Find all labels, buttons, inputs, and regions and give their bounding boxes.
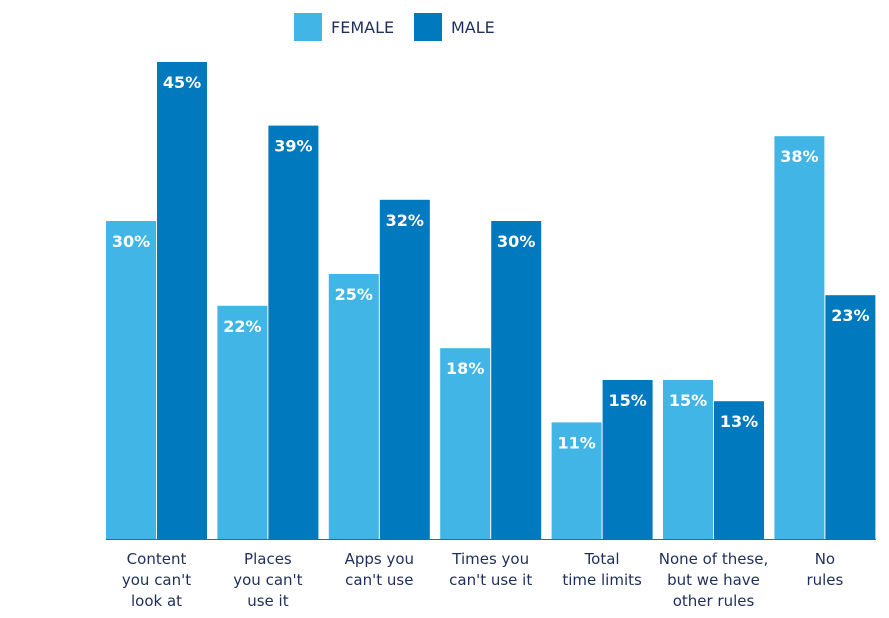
bar-male-6 (825, 295, 876, 539)
bar-male-2 (379, 199, 430, 540)
category-label: can't use (345, 571, 413, 589)
category-label: but we have (667, 571, 760, 589)
bar-female-5 (663, 380, 713, 539)
bar-male-0 (157, 62, 207, 539)
bar-value-label: 30% (112, 232, 150, 251)
legend-swatch-female (294, 13, 322, 41)
bar-female-3 (440, 348, 491, 539)
bar-value-label: 22% (223, 317, 261, 336)
category-label: No (815, 550, 835, 568)
bar-female-1 (217, 305, 268, 539)
category-label: Places (244, 550, 292, 568)
category-label: Times you (451, 550, 529, 568)
bar-female-2 (328, 274, 379, 539)
bar-value-label: 45% (163, 73, 201, 92)
bar-value-label: 13% (720, 412, 758, 431)
bar-value-label: 15% (669, 391, 707, 410)
category-label: you can't (233, 571, 302, 589)
category-label: Total (584, 550, 620, 568)
bar-value-label: 23% (831, 306, 869, 325)
legend: FEMALE MALE (294, 13, 495, 41)
legend-swatch-male (414, 13, 442, 41)
category-label: other rules (673, 592, 755, 610)
category-labels: Content you can't look at Places you can't us… (122, 550, 844, 610)
bar-male-4 (602, 380, 653, 539)
bars: 30% 45% 22% 39% 25% 32% 18% 30% 11% 15% 15% 13% 38% 2… (106, 62, 876, 540)
bar-male-1 (268, 125, 319, 539)
category-label: rules (806, 571, 843, 589)
category-label: use it (247, 592, 288, 610)
bar-female-6 (774, 136, 825, 539)
category-label: None of these, (659, 550, 769, 568)
bar-value-label: 32% (386, 211, 424, 230)
bar-value-label: 15% (608, 391, 646, 410)
legend-label-female: FEMALE (331, 18, 394, 37)
bar-value-label: 30% (497, 232, 535, 251)
bar-value-label: 39% (274, 137, 312, 156)
category-label: you can't (122, 571, 191, 589)
category-label: time limits (562, 571, 642, 589)
bar-value-label: 38% (780, 147, 818, 166)
bar-value-label: 25% (335, 285, 373, 304)
bar-value-label: 18% (446, 359, 484, 378)
category-label: Apps you (345, 550, 414, 568)
legend-label-male: MALE (451, 18, 495, 37)
bar-male-3 (491, 221, 542, 539)
category-label: Content (127, 550, 187, 568)
category-label: can't use it (449, 571, 532, 589)
bar-male-5 (714, 401, 764, 539)
bar-female-4 (551, 422, 602, 539)
bar-value-label: 11% (557, 433, 595, 452)
bar-female-0 (106, 221, 156, 539)
category-label: look at (131, 592, 182, 610)
